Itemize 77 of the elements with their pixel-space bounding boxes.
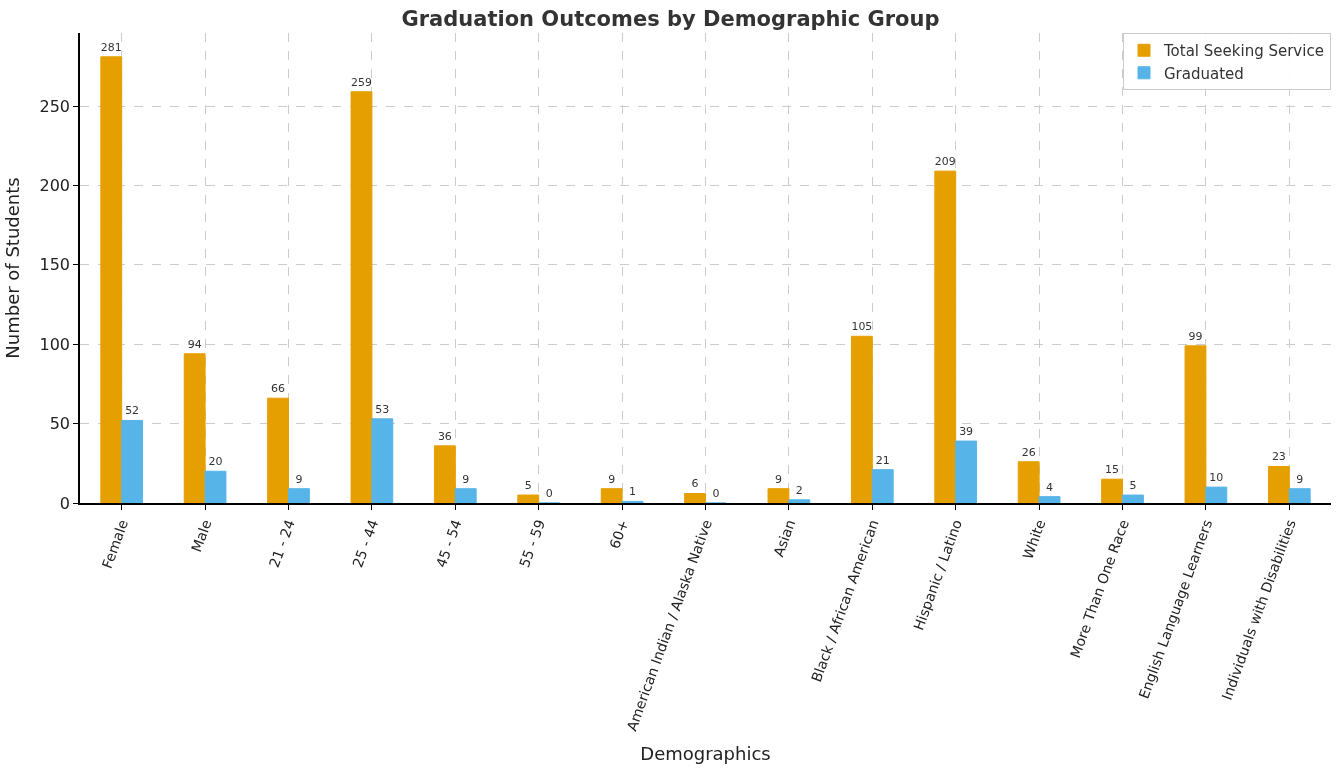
data-label: 5 [524, 479, 532, 493]
bar [371, 418, 394, 503]
x-tick-label: 60+ [606, 517, 632, 551]
bar [850, 335, 873, 503]
x-tick-label: White [1019, 517, 1049, 562]
y-tick-label: 100 [39, 334, 71, 354]
data-label: 15 [1105, 463, 1120, 477]
bar [600, 488, 623, 503]
data-label: 1 [629, 485, 637, 499]
data-label: 259 [351, 75, 372, 89]
bar [267, 397, 289, 503]
bar [684, 492, 706, 503]
bar [1205, 486, 1228, 503]
bar [871, 469, 894, 503]
bar [204, 470, 227, 503]
x-tick-label: 21 - 24 [265, 517, 298, 570]
y-tick-label: 200 [39, 176, 71, 196]
y-tick-label: 250 [39, 96, 71, 116]
data-label: 0 [545, 487, 553, 500]
data-label: 0 [712, 487, 720, 500]
bar [767, 488, 790, 503]
bar [788, 499, 811, 503]
data-label: 9 [774, 472, 782, 486]
data-label: 10 [1209, 471, 1224, 485]
bar [1184, 345, 1207, 503]
y-tick-label: 150 [39, 255, 71, 275]
data-label: 53 [375, 402, 390, 416]
data-label: 4 [1046, 480, 1054, 494]
bar [955, 440, 978, 503]
data-label: 9 [462, 472, 470, 486]
y-tick-label: 0 [59, 493, 71, 513]
bar [183, 353, 206, 503]
data-label: 66 [271, 382, 286, 396]
data-label: 52 [125, 404, 140, 418]
bar [1017, 461, 1040, 503]
data-label: 20 [208, 455, 223, 469]
bar [1101, 478, 1123, 503]
x-tick-label: Male [188, 517, 215, 555]
data-label: 9 [295, 472, 303, 486]
bar [1122, 494, 1144, 503]
data-label: 39 [959, 425, 974, 439]
x-tick-label: Asian [770, 517, 799, 559]
bar [288, 488, 310, 503]
bar [433, 445, 456, 503]
data-label: 9 [1296, 472, 1304, 486]
data-label: 105 [851, 320, 873, 334]
x-axis-title: Demographics [640, 742, 771, 764]
y-tick-label: 50 [49, 414, 71, 434]
chart-title: Graduation Outcomes by Demographic Group [401, 7, 940, 32]
bar [517, 494, 540, 503]
x-tick-label: More Than One Race [1067, 517, 1132, 660]
bar [121, 419, 144, 503]
data-label: 9 [608, 472, 616, 486]
bar [1038, 496, 1061, 503]
data-label: 99 [1188, 329, 1203, 343]
bar [454, 488, 477, 503]
x-tick-label: 25 - 44 [349, 517, 382, 570]
data-label: 281 [100, 40, 122, 54]
data-label: 23 [1271, 450, 1286, 464]
data-label: 94 [187, 337, 202, 351]
legend-label: Total Seeking Service [1163, 42, 1324, 61]
legend-label: Graduated [1164, 64, 1244, 83]
bar [100, 56, 123, 503]
data-label: 209 [934, 155, 956, 169]
x-tick-label: 55 - 59 [516, 517, 549, 570]
data-label: 5 [1129, 479, 1137, 493]
data-label: 26 [1021, 445, 1036, 459]
bar [1267, 465, 1290, 503]
y-axis-title: Number of Students [2, 177, 24, 359]
bar [1288, 488, 1311, 503]
x-tick-label: 45 - 54 [432, 517, 465, 570]
bar [350, 91, 373, 503]
data-label: 2 [795, 483, 803, 497]
data-label: 21 [875, 453, 890, 467]
bar [934, 170, 957, 503]
data-label: 36 [437, 429, 452, 443]
data-label: 6 [691, 477, 699, 491]
